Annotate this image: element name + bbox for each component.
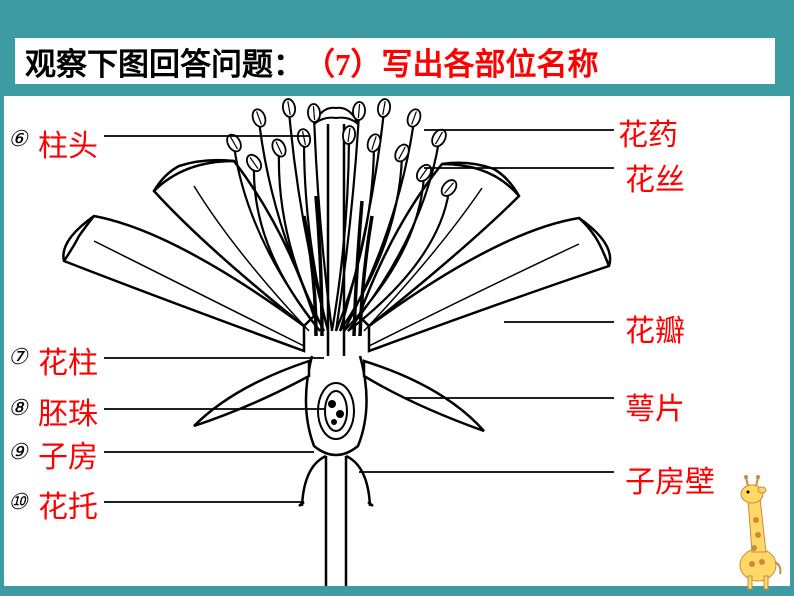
title-bar: 观察下图回答问题： （7）写出各部位名称 bbox=[15, 38, 775, 84]
number-marker: ⑧ bbox=[8, 395, 28, 421]
number-marker: ⑥ bbox=[8, 126, 28, 152]
part-label-right: 花丝 bbox=[625, 155, 685, 199]
part-label-left: 花柱 bbox=[38, 338, 98, 382]
part-label-left: 花托 bbox=[38, 482, 98, 526]
number-marker: ⑦ bbox=[8, 344, 28, 370]
part-label-right: 花药 bbox=[618, 110, 678, 154]
title-highlight: （7）写出各部位名称 bbox=[304, 39, 599, 84]
title-prefix: 观察下图回答问题： bbox=[25, 39, 304, 84]
part-label-right: 花瓣 bbox=[625, 306, 685, 350]
part-label-left: 子房 bbox=[38, 432, 98, 476]
number-marker: ⑩ bbox=[8, 489, 28, 515]
part-label-left: 柱头 bbox=[38, 121, 98, 165]
giraffe-decoration bbox=[718, 470, 788, 590]
part-label-right: 子房壁 bbox=[625, 457, 715, 501]
part-label-left: 胚珠 bbox=[38, 389, 98, 433]
part-label-right: 萼片 bbox=[625, 384, 685, 428]
number-marker: ⑨ bbox=[8, 439, 28, 465]
